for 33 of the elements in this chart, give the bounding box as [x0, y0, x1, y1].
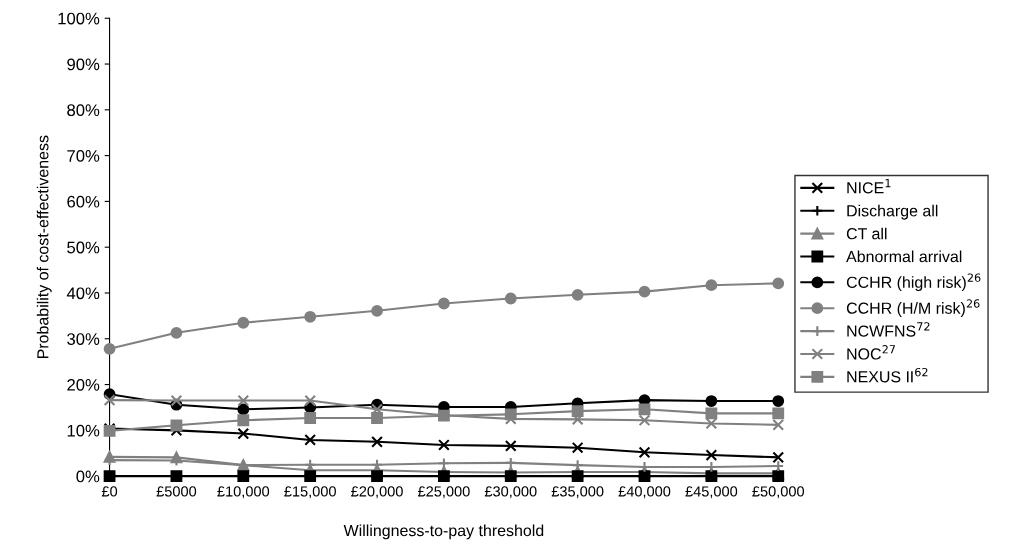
y-tick-label: 10%	[67, 424, 100, 437]
x-tick-label: £0	[101, 486, 118, 497]
y-tick-label: 40%	[66, 287, 100, 300]
legend-label: Abnormal arrival	[846, 250, 962, 263]
y-tick-label: 0%	[76, 470, 100, 483]
x-tick-label: £45,000	[685, 486, 738, 499]
y-tick-label: 30%	[67, 333, 100, 345]
y-tick-label: 20%	[67, 378, 100, 391]
y-tick-label: 50%	[67, 241, 100, 254]
y-tick-label: 100%	[58, 12, 100, 25]
legend-label: NEXUS II$^{62}$	[847, 367, 928, 383]
legend-label: CCHR (high risk)$^{26}$	[846, 273, 981, 292]
legend-label: NICE$^{1}$	[847, 179, 891, 194]
x-tick-label: £40,000	[618, 486, 671, 499]
x-tick-label: £5000	[156, 486, 197, 497]
legend-label: CT all	[846, 227, 887, 240]
legend-label: Discharge all	[847, 204, 938, 220]
y-tick-label: 70%	[67, 150, 100, 162]
x-tick-label: £35,000	[551, 486, 604, 499]
x-axis-title: Willingness-to-pay threshold	[343, 524, 544, 540]
x-tick-label: £15,000	[284, 486, 336, 499]
x-tick-label: £20,000	[351, 486, 403, 499]
y-tick-label: 80%	[67, 104, 100, 117]
legend-label: NCWFNS$^{72}$	[847, 322, 930, 337]
legend-label: NOC$^{27}$	[847, 345, 895, 360]
y-axis-title: Probability of cost-effectiveness	[36, 135, 52, 359]
x-tick-label: £25,000	[417, 486, 470, 499]
y-tick-label: 90%	[67, 58, 100, 71]
legend-label: CCHR (H/M risk)$^{26}$	[846, 299, 980, 317]
x-tick-label: £50,000	[752, 486, 805, 499]
x-tick-label: £30,000	[484, 486, 537, 499]
x-tick-label: £10,000	[217, 486, 270, 499]
y-tick-label: 60%	[67, 195, 100, 208]
